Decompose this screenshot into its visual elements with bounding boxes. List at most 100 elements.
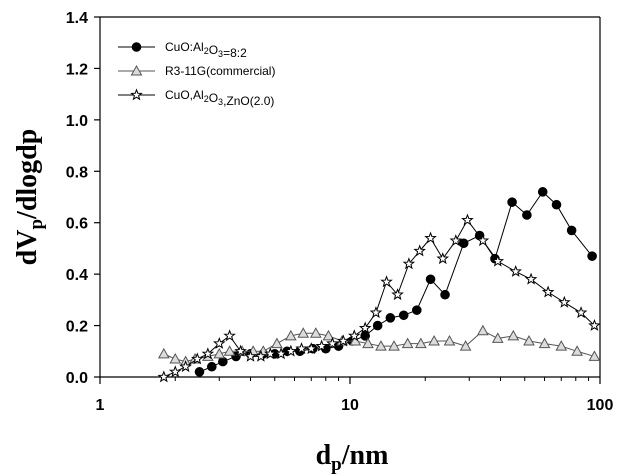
data-point xyxy=(157,370,171,383)
y-tick-label: 0.6 xyxy=(66,216,88,233)
data-point xyxy=(218,356,228,367)
data-point xyxy=(476,234,490,247)
data-point xyxy=(413,244,426,257)
y-tick-label: 0.4 xyxy=(66,267,88,284)
legend-subscript: 2 xyxy=(204,94,209,104)
data-point xyxy=(443,334,456,346)
legend-text-segment: O xyxy=(209,43,218,57)
y-tick-label: 1.4 xyxy=(66,10,88,27)
data-point xyxy=(385,313,396,323)
data-point xyxy=(391,288,404,301)
x-axis-title-subscript: p xyxy=(331,454,342,475)
data-point xyxy=(223,329,236,342)
data-point xyxy=(375,340,387,351)
data-point xyxy=(358,321,372,334)
data-point xyxy=(380,275,393,288)
data-point xyxy=(360,331,370,341)
data-point xyxy=(169,352,182,364)
data-point xyxy=(191,352,204,365)
data-point xyxy=(507,329,520,341)
legend-label: CuO:Al2O3=8:2 xyxy=(165,40,247,60)
x-axis-title: dp/nm xyxy=(316,440,389,475)
y-tick-label: 1.0 xyxy=(66,113,88,130)
data-point xyxy=(414,337,427,349)
data-point xyxy=(436,252,450,265)
data-point xyxy=(254,349,268,362)
data-point xyxy=(284,344,298,357)
data-point xyxy=(522,210,532,220)
data-point xyxy=(587,251,597,261)
data-point xyxy=(401,337,414,349)
data-point xyxy=(574,306,588,319)
data-point xyxy=(428,334,440,346)
data-point xyxy=(555,340,568,351)
data-point xyxy=(541,285,555,298)
data-point xyxy=(588,318,601,331)
legend-text-segment: ,ZnO(2.0) xyxy=(223,94,274,108)
series-group xyxy=(157,187,601,383)
legend-text-segment: O xyxy=(209,91,218,105)
legend-text-segment: CuO,Al xyxy=(165,88,204,102)
data-point xyxy=(372,320,383,331)
data-point xyxy=(449,234,463,247)
data-point xyxy=(424,231,437,244)
data-point xyxy=(274,347,288,360)
data-point xyxy=(507,197,517,207)
data-point xyxy=(213,347,226,359)
x-axis-title-segment: d xyxy=(316,440,332,471)
data-point xyxy=(362,337,374,349)
data-point xyxy=(336,334,350,347)
data-point xyxy=(234,344,247,357)
data-point xyxy=(206,361,217,372)
data-point xyxy=(425,274,436,285)
data-point xyxy=(304,342,318,355)
data-point xyxy=(244,349,257,362)
data-point xyxy=(558,295,571,308)
legend-subscript: 3 xyxy=(218,49,223,59)
legend-marker xyxy=(131,42,142,52)
legend-marker xyxy=(130,64,143,76)
data-point xyxy=(524,272,538,285)
x-tick-label: 1 xyxy=(96,397,105,414)
y-axis-title-subscript: p xyxy=(26,219,47,230)
y-axis-title-segment: dV xyxy=(12,230,43,266)
data-point xyxy=(297,327,310,338)
data-point xyxy=(309,327,322,338)
data-point xyxy=(509,264,522,277)
data-point xyxy=(402,257,416,270)
y-tick-label: 0.8 xyxy=(66,164,88,181)
data-point xyxy=(295,342,308,355)
axes-group: 0.0 0.2 0.4 0.6 0.8 1.0 1.2 1.4 1 10 100 xyxy=(66,10,614,414)
data-point xyxy=(551,199,562,210)
series-1 xyxy=(157,324,601,367)
data-point xyxy=(388,340,400,351)
data-point xyxy=(201,347,215,360)
legend-text-segment: =8:2 xyxy=(223,46,247,60)
data-point xyxy=(326,336,339,349)
legend-label: R3-11G(commercial) xyxy=(165,64,275,78)
data-point xyxy=(477,324,489,336)
series-2 xyxy=(157,213,601,383)
y-tick-label: 0.2 xyxy=(66,319,88,336)
y-tick-label: 1.2 xyxy=(66,61,88,78)
legend-subscript: 2 xyxy=(204,46,209,56)
data-point xyxy=(347,329,361,342)
y-axis-title-segment: /dlogdp xyxy=(12,129,43,220)
data-point xyxy=(271,337,283,349)
data-point xyxy=(458,238,469,249)
x-axis-title-segment: /nm xyxy=(341,440,389,471)
data-point xyxy=(315,339,328,352)
x-tick-label: 100 xyxy=(587,397,614,414)
y-tick-label: 0.0 xyxy=(66,370,88,387)
data-point xyxy=(322,329,335,341)
data-point xyxy=(523,334,535,346)
data-point xyxy=(411,305,422,315)
data-point xyxy=(491,254,505,267)
x-tick-label: 10 xyxy=(341,397,359,414)
legend-text-segment: R3-11G(commercial) xyxy=(165,64,275,78)
data-point xyxy=(369,306,383,319)
data-point xyxy=(223,345,236,356)
data-point xyxy=(264,347,277,360)
